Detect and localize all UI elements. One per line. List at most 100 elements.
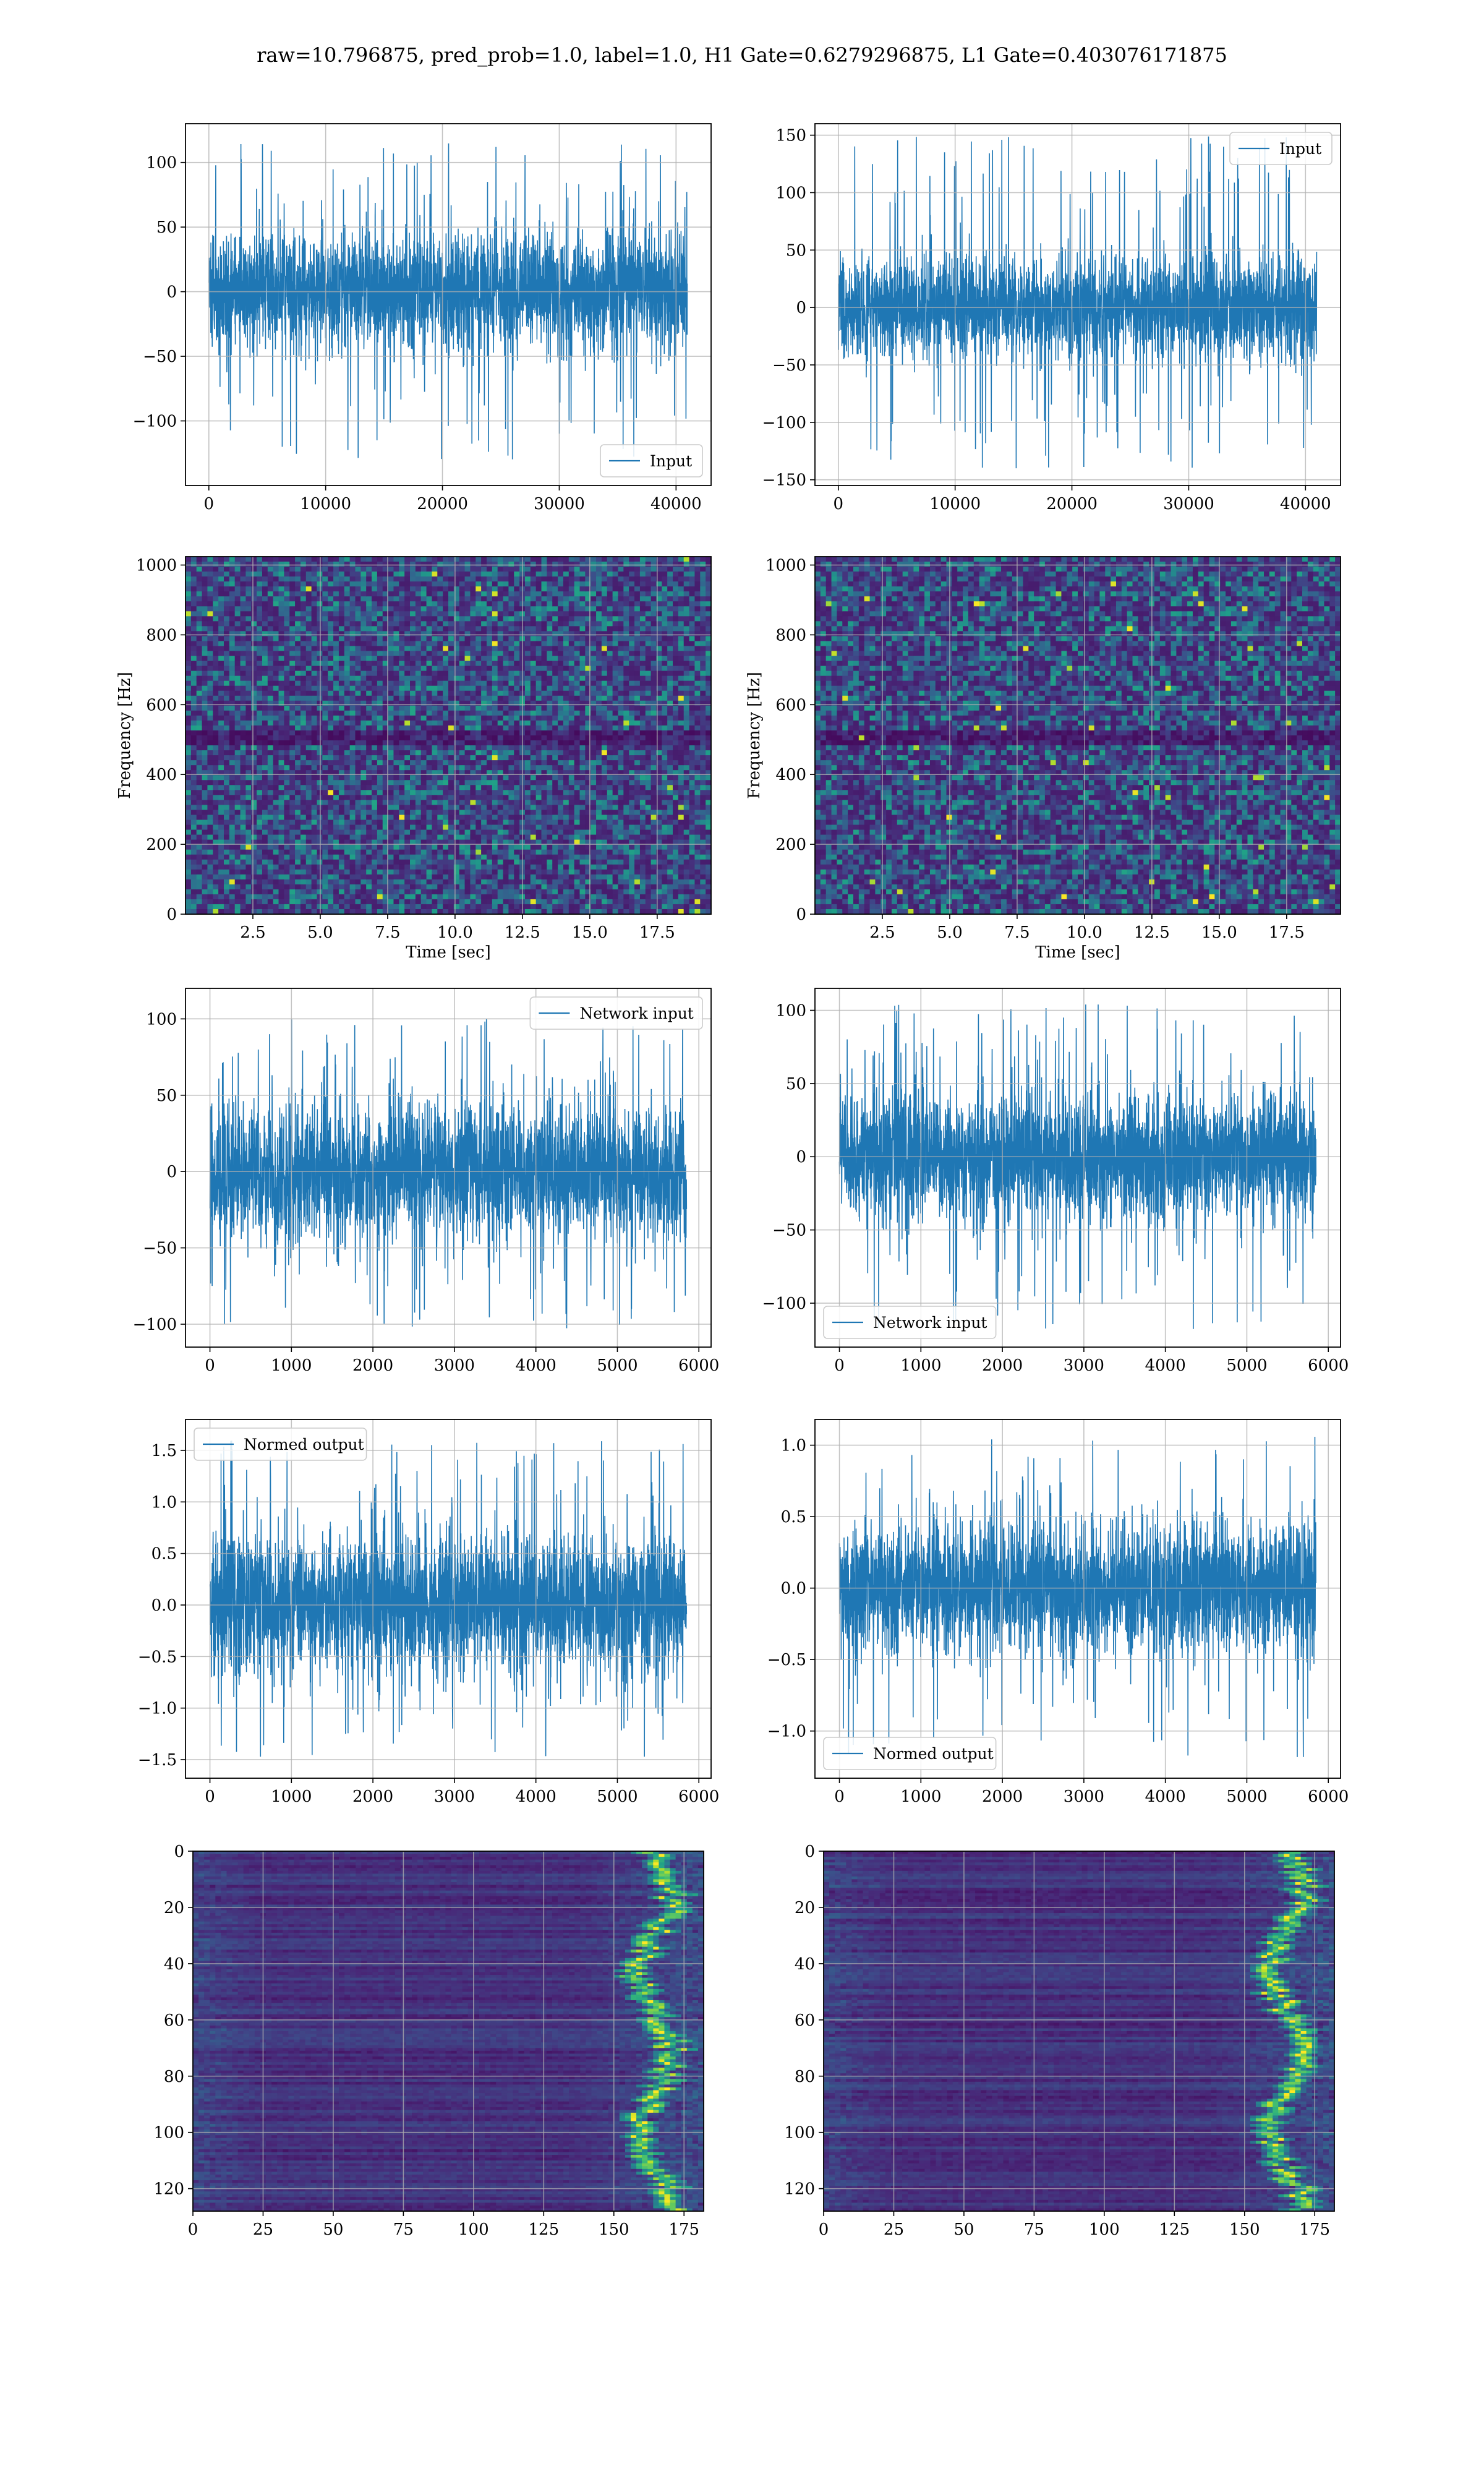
y-tick-label: −100 (133, 413, 177, 431)
x-tick-label: 5.0 (307, 923, 333, 942)
x-tick-label: 15.0 (1201, 923, 1237, 942)
x-tick-label: 17.5 (639, 923, 675, 942)
y-tick-label: 100 (775, 1002, 806, 1021)
x-tick-label: 0 (834, 495, 844, 513)
y-tick-label: 60 (795, 2011, 815, 2030)
y-tick-label: 120 (153, 2180, 184, 2199)
x-tick-label: 1000 (271, 1356, 312, 1375)
y-tick-label: 0 (166, 283, 177, 302)
plot-area (186, 557, 711, 914)
x-tick-label: 50 (323, 2220, 343, 2239)
heatmap-cells-feature-map-l1 (824, 1851, 1334, 2211)
x-tick-label: 6000 (1308, 1356, 1349, 1375)
x-tick-label: 175 (1299, 2220, 1330, 2239)
x-tick-label: 125 (528, 2220, 559, 2239)
y-tick-label: 150 (775, 127, 806, 145)
series-line-normed-output-h1 (209, 1440, 688, 1757)
y-tick-label: 0.5 (781, 1508, 806, 1526)
axes-frame (814, 556, 1341, 915)
y-tick-label: −1.0 (767, 1723, 806, 1741)
axes-spectrogram-h1: 2.5 5.0 7.5 10.0 12.5 15.0 17.5 0 200 400 600 800 10… (116, 556, 712, 962)
y-tick-label: 120 (784, 2180, 815, 2199)
axes-frame (185, 556, 712, 915)
x-tick-label: 30000 (1163, 495, 1214, 513)
y-tick-label: 50 (786, 1075, 806, 1094)
plot-area (815, 557, 1341, 914)
x-tick-label: 7.5 (1004, 923, 1030, 942)
x-tick-label: 5000 (597, 1356, 638, 1375)
axes-normed-output-h1: 0 1000 2000 3000 4000 5000 6000 −1.5 −1.0 −0.5 0.0… (138, 1419, 719, 1806)
y-tick-label: 400 (146, 766, 177, 784)
y-tick-label: −100 (133, 1316, 177, 1334)
axes-input-h1: 0 10000 20000 30000 40000 −100 −50 0 50 100 Input (133, 123, 712, 513)
heatmap-cells-feature-map-h1 (193, 1851, 704, 2211)
x-tick-label: 4000 (1145, 1787, 1186, 1806)
axes-feature-map-l1: 0 25 50 75 100 125 150 175 0 20 40 60 80 100 120 (784, 1843, 1335, 2239)
x-tick-label: 2000 (352, 1787, 393, 1806)
y-axis-label: Frequency [Hz] (745, 672, 764, 799)
y-tick-label: 100 (775, 184, 806, 202)
y-tick-label: 100 (784, 2124, 815, 2142)
x-tick-label: 75 (393, 2220, 414, 2239)
y-tick-label: 40 (795, 1955, 815, 1974)
y-tick-label: 0 (796, 905, 806, 924)
x-tick-label: 6000 (1308, 1787, 1349, 1806)
y-tick-label: −50 (772, 1222, 806, 1240)
legend-label: Network input (873, 1314, 987, 1332)
x-tick-label: 25 (884, 2220, 904, 2239)
x-tick-label: 2.5 (240, 923, 265, 942)
legend-frame (823, 1306, 997, 1339)
x-tick-label: 125 (1159, 2220, 1190, 2239)
legend: Normed output (194, 1427, 367, 1461)
y-tick-label: 0 (804, 1843, 815, 1861)
x-tick-label: 2.5 (869, 923, 895, 942)
legend-label: Input (650, 452, 692, 470)
x-tick-label: 25 (253, 2220, 273, 2239)
y-tick-label: 1.0 (151, 1493, 177, 1512)
x-tick-label: 20000 (417, 495, 468, 513)
y-tick-label: 40 (164, 1955, 184, 1974)
x-tick-label: 4000 (1145, 1356, 1186, 1375)
figure-title: raw=10.796875, pred_prob=1.0, label=1.0,… (257, 43, 1227, 67)
x-tick-label: 6000 (678, 1356, 719, 1375)
y-tick-label: −1.0 (138, 1700, 177, 1718)
y-tick-label: −100 (762, 1295, 806, 1313)
axes-frame (823, 1851, 1335, 2212)
y-axis-label: Frequency [Hz] (116, 672, 134, 799)
plot-area (838, 136, 1318, 469)
series-line-network-input-l1 (838, 1004, 1317, 1329)
y-tick-label: −100 (762, 414, 806, 432)
x-tick-label: 5.0 (937, 923, 962, 942)
x-tick-label: 1000 (271, 1787, 312, 1806)
x-tick-label: 0 (204, 495, 215, 513)
x-tick-label: 2000 (982, 1787, 1023, 1806)
x-tick-label: 100 (458, 2220, 489, 2239)
x-tick-label: 30000 (534, 495, 585, 513)
y-tick-label: 0.5 (151, 1545, 177, 1564)
x-tick-label: 2000 (352, 1356, 393, 1375)
y-tick-label: −50 (143, 348, 177, 366)
y-tick-label: −0.5 (767, 1651, 806, 1669)
y-tick-label: 200 (146, 836, 177, 854)
x-tick-label: 7.5 (375, 923, 400, 942)
y-tick-label: 600 (146, 696, 177, 714)
y-tick-label: 80 (795, 2068, 815, 2086)
x-tick-label: 10.0 (437, 923, 473, 942)
x-tick-label: 40000 (650, 495, 702, 513)
axes-frame (185, 123, 712, 486)
legend: Normed output (823, 1737, 997, 1770)
axes-feature-map-h1: 0 25 50 75 100 125 150 175 0 20 40 60 80 100 120 (153, 1843, 704, 2239)
y-tick-label: 1000 (136, 557, 177, 575)
axes-normed-output-l1: 0 1000 2000 3000 4000 5000 6000 −1.0 −0.5 0.0 0.5 1… (767, 1419, 1349, 1806)
x-tick-label: 10.0 (1067, 923, 1102, 942)
y-tick-label: 0 (174, 1843, 184, 1861)
x-tick-label: 2000 (982, 1356, 1023, 1375)
axes-frame (185, 1419, 712, 1779)
axes-frame (814, 123, 1341, 486)
y-tick-label: −150 (762, 471, 806, 490)
x-tick-label: 3000 (1064, 1787, 1104, 1806)
series-line-network-input-h1 (209, 1019, 688, 1329)
y-tick-label: 20 (795, 1899, 815, 1917)
legend-label: Normed output (873, 1745, 994, 1763)
